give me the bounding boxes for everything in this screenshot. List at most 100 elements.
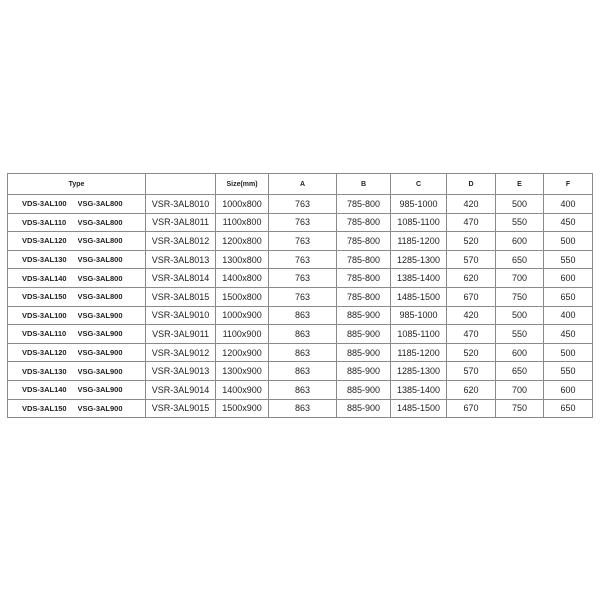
- cell-f: 500: [543, 231, 594, 251]
- cell-c: 985-1000: [390, 194, 448, 214]
- cell-size: 1400x800: [215, 268, 270, 288]
- cell-type-side: VSG-3AL900: [77, 305, 147, 326]
- cell-model: VSR-3AL8012: [145, 231, 217, 251]
- cell-d: 520: [446, 342, 497, 363]
- cell-type-side: VSG-3AL900: [77, 342, 147, 363]
- header-row: Type Size(mm) A B C D E F: [6, 173, 594, 195]
- dimensions-table: Type Size(mm) A B C D E F VDS-3AL100 VSG-…: [6, 173, 594, 419]
- cell-type-side: VSG-3AL800: [77, 231, 147, 251]
- cell-b: 785-800: [336, 231, 392, 251]
- cell-d: 620: [446, 379, 497, 400]
- cell-f: 550: [543, 361, 594, 381]
- cell-c: 1285-1300: [390, 361, 448, 381]
- cell-a: 863: [268, 398, 338, 419]
- cell-type-door: VDS-3AL110: [7, 212, 78, 233]
- table-row: VDS-3AL120 VSG-3AL800 VSR-3AL8012 1200x800 7…: [7, 231, 594, 251]
- table-row: VDS-3AL140 VSG-3AL800 VSR-3AL8014 1400x800 7…: [7, 268, 594, 288]
- cell-type-door: VDS-3AL130: [7, 361, 78, 381]
- cell-d: 670: [446, 286, 497, 307]
- cell-b: 785-800: [336, 268, 392, 288]
- table-row: VDS-3AL150 VSG-3AL800 VSR-3AL8015 1500x800 7…: [7, 286, 594, 307]
- table-row: VDS-3AL140 VSG-3AL900 VSR-3AL9014 1400x900 8…: [7, 379, 594, 400]
- cell-type-side: VSG-3AL900: [77, 398, 147, 419]
- header-a: A: [268, 173, 338, 195]
- cell-b: 785-800: [336, 249, 392, 270]
- table-row: VDS-3AL100 VSG-3AL900 VSR-3AL9010 1000x900 8…: [7, 305, 594, 326]
- cell-type-side: VSG-3AL900: [77, 324, 147, 344]
- cell-type-door: VDS-3AL120: [7, 231, 78, 251]
- cell-model: VSR-3AL9015: [145, 398, 217, 419]
- cell-size: 1300x800: [215, 249, 270, 270]
- cell-e: 500: [495, 305, 545, 326]
- cell-a: 863: [268, 324, 338, 344]
- cell-e: 550: [495, 212, 545, 233]
- cell-a: 763: [268, 231, 338, 251]
- header-e: E: [495, 173, 545, 195]
- cell-f: 400: [543, 305, 594, 326]
- cell-e: 650: [495, 361, 545, 381]
- cell-b: 785-800: [336, 212, 392, 233]
- cell-model: VSR-3AL9010: [145, 305, 217, 326]
- cell-c: 1385-1400: [390, 379, 448, 400]
- header-c: C: [390, 173, 448, 195]
- header-size: Size(mm): [215, 173, 270, 195]
- cell-model: VSR-3AL8010: [145, 194, 217, 214]
- cell-f: 600: [543, 268, 594, 288]
- cell-model: VSR-3AL8013: [145, 249, 217, 270]
- cell-e: 600: [495, 231, 545, 251]
- cell-e: 750: [495, 398, 545, 419]
- cell-c: 1185-1200: [390, 342, 448, 363]
- cell-type-side: VSG-3AL800: [77, 268, 147, 288]
- cell-c: 1185-1200: [390, 231, 448, 251]
- cell-model: VSR-3AL8011: [145, 212, 217, 233]
- cell-f: 450: [543, 212, 594, 233]
- cell-d: 420: [446, 305, 497, 326]
- cell-type-door: VDS-3AL140: [7, 268, 78, 288]
- table-row: VDS-3AL110 VSG-3AL800 VSR-3AL8011 1100x800 7…: [7, 212, 594, 233]
- cell-d: 470: [446, 212, 497, 233]
- cell-type-door: VDS-3AL150: [7, 286, 78, 307]
- cell-b: 885-900: [336, 361, 392, 381]
- cell-e: 700: [495, 268, 545, 288]
- cell-model: VSR-3AL8014: [145, 268, 217, 288]
- cell-b: 885-900: [336, 342, 392, 363]
- cell-a: 763: [268, 212, 338, 233]
- cell-size: 1300x900: [215, 361, 270, 381]
- cell-b: 885-900: [336, 324, 392, 344]
- cell-f: 650: [543, 286, 594, 307]
- cell-size: 1000x900: [215, 305, 270, 326]
- cell-c: 1385-1400: [390, 268, 448, 288]
- cell-d: 570: [446, 249, 497, 270]
- cell-d: 670: [446, 398, 497, 419]
- cell-a: 763: [268, 249, 338, 270]
- header-type: Type: [6, 173, 147, 195]
- cell-c: 1485-1500: [390, 286, 448, 307]
- cell-d: 520: [446, 231, 497, 251]
- cell-type-door: VDS-3AL100: [7, 305, 78, 326]
- cell-model: VSR-3AL9012: [145, 342, 217, 363]
- cell-a: 763: [268, 286, 338, 307]
- cell-e: 600: [495, 342, 545, 363]
- cell-a: 763: [268, 268, 338, 288]
- cell-type-door: VDS-3AL120: [7, 342, 78, 363]
- cell-type-door: VDS-3AL140: [7, 379, 78, 400]
- header-f: F: [543, 173, 594, 195]
- cell-size: 1500x900: [215, 398, 270, 419]
- header-d: D: [446, 173, 497, 195]
- cell-type-side: VSG-3AL800: [77, 286, 147, 307]
- cell-d: 420: [446, 194, 497, 214]
- cell-model: VSR-3AL9011: [145, 324, 217, 344]
- cell-type-door: VDS-3AL110: [7, 324, 78, 344]
- cell-b: 885-900: [336, 305, 392, 326]
- table-row: VDS-3AL150 VSG-3AL900 VSR-3AL9015 1500x900 8…: [7, 398, 594, 419]
- cell-type-door: VDS-3AL100: [7, 194, 78, 214]
- cell-size: 1500x800: [215, 286, 270, 307]
- cell-type-side: VSG-3AL800: [77, 249, 147, 270]
- cell-f: 550: [543, 249, 594, 270]
- cell-e: 750: [495, 286, 545, 307]
- cell-b: 885-900: [336, 398, 392, 419]
- cell-d: 570: [446, 361, 497, 381]
- cell-type-door: VDS-3AL130: [7, 249, 78, 270]
- header-model: [145, 173, 217, 195]
- header-b: B: [336, 173, 392, 195]
